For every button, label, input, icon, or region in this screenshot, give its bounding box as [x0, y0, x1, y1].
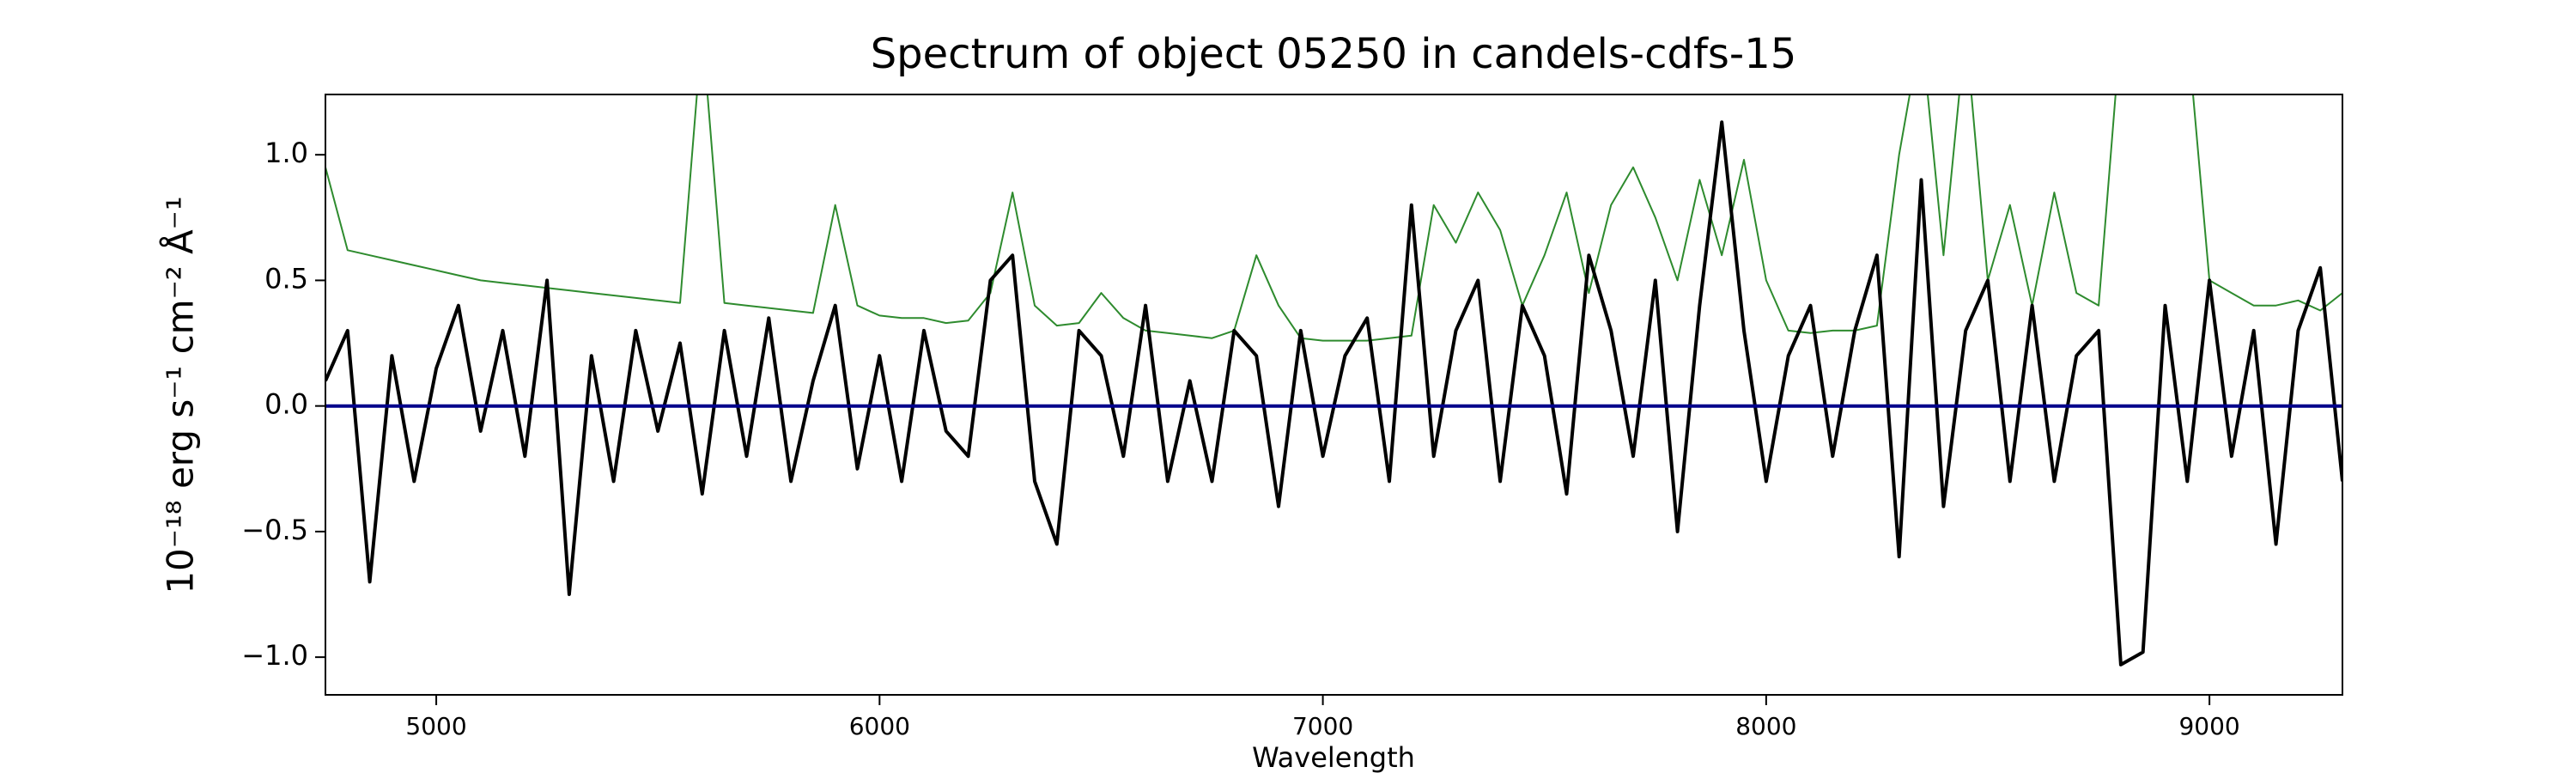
plot-area [325, 94, 2342, 666]
spectrum-line [325, 120, 2342, 666]
y-tick-label: 0.0 [264, 388, 308, 421]
y-tick-label: −1.0 [241, 639, 308, 672]
x-axis-label: Wavelength [1252, 741, 1415, 773]
x-tick-label: 9000 [2178, 712, 2239, 740]
x-tick-label: 6000 [849, 712, 910, 740]
y-tick-label: 0.5 [264, 262, 308, 295]
spectrum-line [325, 94, 2342, 342]
x-tick-label: 7000 [1292, 712, 1353, 740]
y-tick-label: 1.0 [264, 137, 308, 169]
x-tick-label: 5000 [405, 712, 466, 740]
plot-frame [325, 94, 2343, 696]
y-axis-label: 10⁻¹⁸ erg s⁻¹ cm⁻² Å⁻¹ [159, 196, 202, 593]
chart-title: Spectrum of object 05250 in candels-cdfs… [871, 30, 1797, 78]
x-tick-label: 8000 [1735, 712, 1796, 740]
y-tick-label: −0.5 [241, 514, 308, 546]
